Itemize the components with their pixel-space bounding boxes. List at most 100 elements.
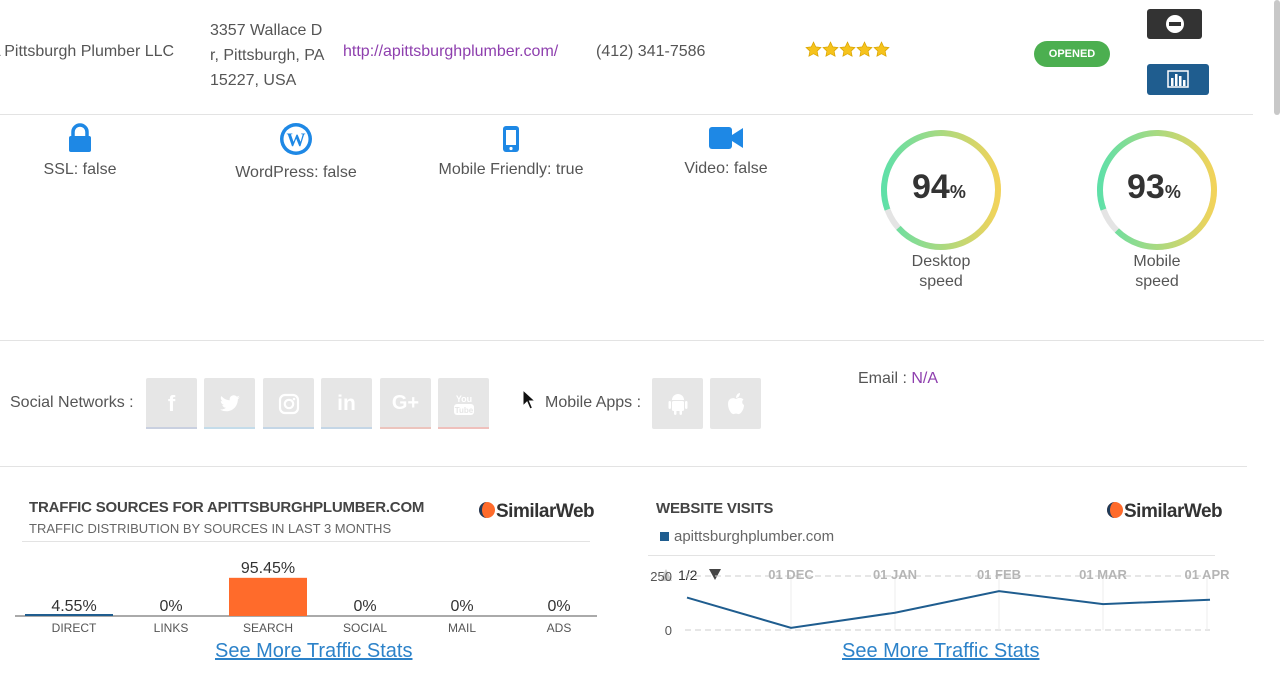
video-camera-icon: [709, 127, 743, 149]
google-plus-icon[interactable]: G+: [380, 378, 431, 429]
accent-line: [204, 427, 255, 429]
instagram-camera-icon: [278, 393, 299, 414]
star-icon: [805, 41, 822, 57]
accent-line: [321, 427, 372, 429]
star-icon: [822, 41, 839, 57]
apple-logo-icon: [727, 392, 744, 414]
scrollbar-thumb[interactable]: [1274, 0, 1280, 115]
wordpress-label: WordPress: false: [235, 164, 357, 181]
gauge-arc: [881, 130, 1001, 250]
similarweb-icon: [479, 502, 495, 518]
mobile-feature: Mobile Friendly: true: [430, 125, 592, 179]
pager-label: 1/2: [678, 567, 698, 583]
bar-value-label: 95.45%: [241, 560, 295, 577]
wordpress-icon: W: [280, 123, 312, 155]
mouse-cursor-icon: [522, 389, 536, 410]
instagram-icon[interactable]: [263, 378, 314, 429]
android-robot-icon: [668, 393, 687, 415]
divider: [0, 340, 1264, 341]
wordpress-feature: W WordPress: false: [226, 122, 366, 182]
linkedin-icon[interactable]: in: [321, 378, 372, 429]
mobile-speed-number: 93: [1127, 168, 1165, 206]
business-address: 3357 Wallace D r, Pittsburgh, PA 15227, …: [210, 18, 324, 93]
bar-category-label: DIRECT: [52, 621, 97, 635]
y-tick-label: 0: [665, 623, 672, 638]
status-badge: OPENED: [1034, 41, 1110, 67]
mobile-speed-label-line: Mobile: [1133, 253, 1181, 270]
x-tick-label: 01 MAR: [1079, 567, 1127, 582]
bar-direct: [25, 614, 113, 616]
x-tick-label: 01 DEC: [768, 567, 814, 582]
youtube-icon[interactable]: You Tube: [438, 378, 489, 429]
percent-unit: %: [949, 182, 966, 202]
email-info: Email : N/A: [858, 370, 938, 388]
email-value: N/A: [911, 370, 939, 387]
accent-line: [146, 427, 197, 429]
remove-button[interactable]: [1147, 9, 1202, 39]
facebook-glyph: f: [167, 390, 176, 416]
rating-stars: [805, 41, 890, 63]
mobile-speed-value: 93%: [1127, 168, 1181, 207]
pager-up-icon: [660, 569, 672, 581]
similarweb-icon: [1107, 502, 1123, 518]
panel-divider: [648, 555, 1215, 556]
traffic-sources-subtitle: TRAFFIC DISTRIBUTION BY SOURCES IN LAST …: [29, 521, 392, 536]
bar-value-label: 0%: [159, 598, 182, 615]
divider: [0, 466, 1247, 467]
y-tick-label: 250: [650, 569, 672, 584]
ssl-feature: SSL: false: [30, 123, 130, 179]
gauge-arc: [1097, 130, 1217, 250]
mobile-speed-label-line: speed: [1135, 273, 1179, 290]
mobile-apps-label: Mobile Apps :: [545, 394, 642, 411]
phone-number: (412) 341-7586: [596, 43, 706, 60]
see-more-traffic-link[interactable]: See More Traffic Stats: [215, 640, 413, 662]
accent-line: [263, 427, 314, 429]
business-name: A Pittsburgh Plumber LLC: [0, 43, 175, 60]
facebook-icon[interactable]: f: [146, 378, 197, 429]
see-more-visits-link[interactable]: See More Traffic Stats: [842, 640, 1040, 662]
accent-line: [380, 427, 431, 429]
desktop-speed-value: 94%: [912, 168, 966, 207]
series-line: [686, 590, 1211, 629]
mobile-label: Mobile Friendly: true: [438, 161, 584, 178]
panel-divider: [22, 541, 590, 542]
divider: [0, 114, 1253, 115]
apple-icon[interactable]: [710, 378, 761, 429]
star-icon: [839, 41, 856, 57]
accent-line: [438, 427, 489, 429]
x-tick-label: 01 APR: [1184, 567, 1230, 582]
similarweb-logo: SimilarWeb: [1106, 501, 1223, 523]
video-label: Video: false: [684, 160, 768, 177]
desktop-speed-number: 94: [912, 168, 950, 206]
address-line: r, Pittsburgh, PA: [210, 47, 325, 64]
bar-category-label: LINKS: [154, 621, 189, 635]
social-networks-label: Social Networks :: [10, 394, 134, 411]
desktop-speed-label: Desktop speed: [891, 252, 991, 292]
svg-text:You: You: [455, 394, 471, 404]
desktop-speed-label-line: Desktop: [911, 253, 971, 270]
website-link[interactable]: http://apittsburghplumber.com/: [343, 43, 559, 60]
bar-category-label: SEARCH: [243, 621, 293, 635]
android-icon[interactable]: [652, 378, 703, 429]
address-line: 3357 Wallace D: [210, 22, 323, 39]
website-visits-title: WEBSITE VISITS: [656, 500, 774, 517]
legend-swatch: [660, 532, 669, 541]
visits-legend: apittsburghplumber.com: [660, 528, 834, 545]
star-icon: [856, 41, 873, 57]
bar-category-label: SOCIAL: [343, 621, 387, 635]
bar-category-label: ADS: [547, 621, 572, 635]
x-tick-label: 01 JAN: [873, 567, 917, 582]
youtube-logo-icon: You Tube: [453, 394, 474, 415]
star-icon: [873, 41, 890, 57]
legend-label: apittsburghplumber.com: [674, 528, 835, 545]
mobile-speed-label: Mobile speed: [1107, 252, 1207, 292]
twitter-icon[interactable]: [204, 378, 255, 429]
stats-button[interactable]: [1147, 64, 1209, 95]
traffic-sources-chart: 4.55% DIRECT 0% LINKS 95.45% SEARCH 0% SOCIAL 0%…: [15, 560, 597, 635]
twitter-bird-icon: [219, 394, 240, 411]
address-line: 15227, USA: [210, 72, 297, 89]
bar-value-label: 4.55%: [51, 598, 96, 615]
similarweb-brand: SimilarWeb: [496, 501, 595, 522]
desktop-speed-label-line: speed: [919, 273, 963, 290]
x-tick-label: 01 FEB: [977, 567, 1021, 582]
